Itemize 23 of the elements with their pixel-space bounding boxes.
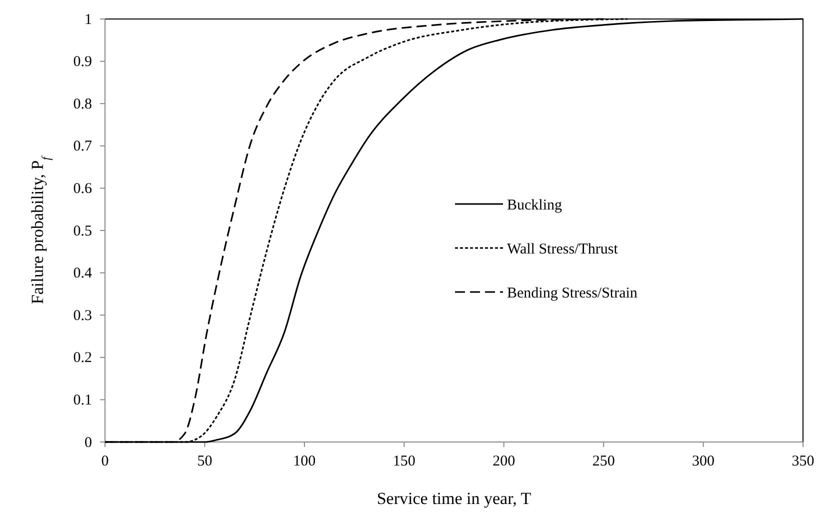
y-tick-label: 0.5 [73,223,92,240]
legend-label: Buckling [507,197,562,214]
legend-label: Wall Stress/Thrust [507,241,619,258]
x-tick-label: 300 [692,454,715,470]
x-tick-label: 350 [792,454,814,470]
y-tick-label: 1 [84,12,92,28]
x-tick-label: 0 [101,454,109,470]
x-tick-label: 100 [293,454,316,470]
legend-label: Bending Stress/Strain [507,285,638,302]
y-tick-label: 0.8 [73,96,92,112]
y-tick-label: 0.3 [73,308,92,324]
y-tick-label: 0.1 [73,392,92,408]
x-tick-label: 150 [392,454,416,470]
x-axis-title: Service time in year, T [376,489,532,508]
y-tick-label: 0.2 [73,350,92,366]
y-tick-label: 0.7 [73,138,92,155]
y-tick-label: 0 [84,434,92,451]
x-tick-label: 50 [197,454,212,470]
x-tick-label: 250 [592,454,615,470]
x-tick-label: 200 [492,454,516,470]
y-tick-label: 0.6 [73,181,92,197]
y-tick-label: 0.9 [73,54,92,70]
y-tick-label: 0.4 [73,266,92,282]
